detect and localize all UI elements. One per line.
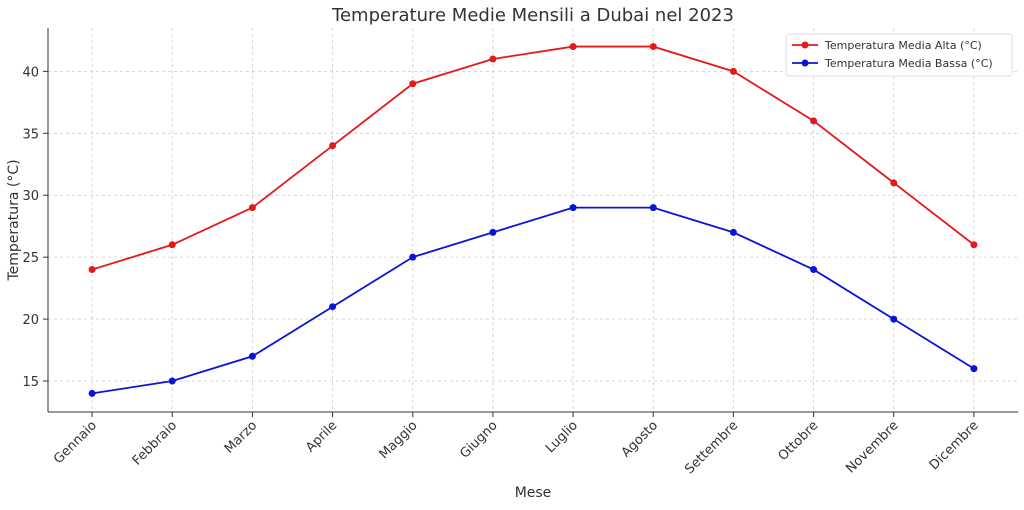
x-tick-label: Dicembre <box>927 418 982 473</box>
data-point <box>569 43 577 51</box>
x-tick-label: Settembre <box>682 418 741 477</box>
data-point <box>569 204 577 212</box>
data-point <box>248 352 256 360</box>
data-point <box>810 266 818 274</box>
y-tick-label: 35 <box>22 127 39 142</box>
legend-label: Temperatura Media Alta (°C) <box>824 39 982 52</box>
data-point <box>890 179 898 187</box>
x-tick-label: Marzo <box>222 418 260 456</box>
y-axis-label: Temperatura (°C) <box>6 159 22 281</box>
data-point <box>649 43 657 51</box>
data-point <box>489 228 497 236</box>
legend-marker <box>801 41 809 49</box>
data-point <box>970 365 978 373</box>
y-tick-label: 30 <box>22 189 39 204</box>
data-point <box>409 253 417 261</box>
data-point <box>248 204 256 212</box>
series-line <box>91 45 975 271</box>
data-point <box>649 204 657 212</box>
legend-marker <box>801 59 809 67</box>
y-tick-label: 25 <box>22 251 39 266</box>
y-tick-label: 20 <box>22 313 39 328</box>
data-point <box>729 67 737 75</box>
x-tick-label: Aprile <box>303 418 340 455</box>
x-tick-label: Agosto <box>619 418 661 460</box>
data-point <box>88 266 96 274</box>
legend-label: Temperatura Media Bassa (°C) <box>824 57 993 70</box>
x-tick-label: Maggio <box>377 418 421 462</box>
data-point <box>890 315 898 323</box>
data-point <box>168 241 176 249</box>
data-point <box>970 241 978 249</box>
y-tick-label: 15 <box>22 375 39 390</box>
x-tick-label: Ottobre <box>776 418 822 464</box>
data-point <box>329 303 337 311</box>
x-tick-label: Giugno <box>457 418 500 461</box>
y-tick-label: 40 <box>22 65 39 80</box>
x-axis-label: Mese <box>515 485 552 501</box>
x-tick-label: Novembre <box>843 418 901 476</box>
data-point <box>409 80 417 88</box>
x-tick-label: Luglio <box>543 418 581 456</box>
legend-box <box>785 33 1013 77</box>
chart-title: Temperature Medie Mensili a Dubai nel 20… <box>331 5 734 26</box>
x-tick-label: Gennaio <box>51 418 100 467</box>
data-point <box>810 117 818 125</box>
series-line <box>91 206 975 395</box>
legend: Temperatura Media Alta (°C) Temperatura M… <box>785 33 1013 77</box>
data-point <box>168 377 176 385</box>
data-point <box>88 389 96 397</box>
data-point <box>329 142 337 150</box>
data-point <box>489 55 497 63</box>
x-tick-label: Febbraio <box>130 418 180 468</box>
data-point <box>729 228 737 236</box>
